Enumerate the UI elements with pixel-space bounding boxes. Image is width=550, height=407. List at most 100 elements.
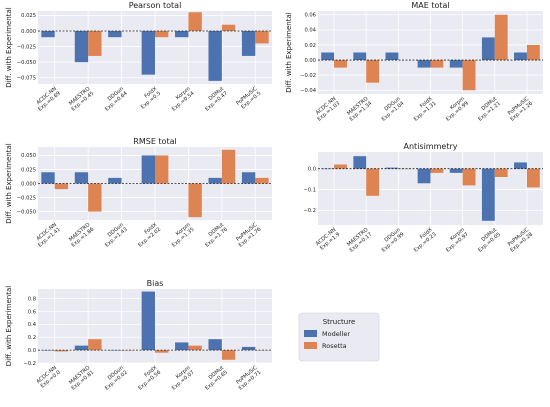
x-tick-label: FoldXExp.=0.5 bbox=[136, 86, 162, 111]
bar-modeller bbox=[481, 37, 495, 61]
bar-rosetta bbox=[88, 183, 102, 212]
x-tick-label: FoldXExp.=0.56 bbox=[134, 365, 163, 392]
x-tick-label: FoldXExp.=1.31 bbox=[409, 96, 438, 123]
bar-modeller bbox=[208, 30, 222, 81]
y-tick-label: 0.8 bbox=[28, 296, 36, 302]
bar-rosetta bbox=[366, 168, 380, 196]
legend-box bbox=[298, 312, 380, 362]
x-tick-label: DDMutExp.=1.76 bbox=[200, 222, 229, 249]
legend-label-rosetta: Rosetta bbox=[322, 342, 347, 350]
y-tick-label: 0.02 bbox=[304, 43, 316, 49]
bar-modeller bbox=[141, 155, 155, 184]
x-tick-label: DDMutExp.=1.21 bbox=[473, 96, 502, 123]
x-tick-label: MAESTROExp.=1.34 bbox=[345, 95, 374, 122]
x-tick-label: KorpmExp.=0.99 bbox=[441, 96, 470, 123]
x-tick-label: DDGunExp.=0.99 bbox=[377, 227, 406, 254]
bar-modeller bbox=[108, 177, 122, 184]
y-tick-label: 0.4 bbox=[28, 322, 37, 328]
x-tick-label: KorpmExp.=0.97 bbox=[441, 227, 470, 254]
bar-modeller bbox=[141, 291, 155, 351]
bar-rosetta bbox=[494, 14, 508, 61]
x-tick-label: KorpmExp.=0.54 bbox=[167, 85, 196, 112]
x-tick-label: ACDC-NNExp.=1.41 bbox=[33, 222, 62, 249]
y-tick-label: 0.025 bbox=[21, 13, 36, 19]
chart-title: Antisimmetry bbox=[404, 142, 458, 151]
bar-rosetta bbox=[188, 345, 202, 351]
bar-rosetta bbox=[88, 30, 102, 56]
bar-modeller bbox=[74, 172, 89, 184]
bar-modeller bbox=[449, 60, 463, 68]
y-axis-label: Diff. with Experimental bbox=[285, 12, 293, 92]
x-tick-label: PoPMuSiCExp.=1.76 bbox=[234, 222, 263, 249]
bar-modeller bbox=[241, 172, 256, 184]
y-tick-label: −0.050 bbox=[17, 209, 36, 215]
bar-rosetta bbox=[88, 339, 102, 351]
x-tick-label: DDGunExp.=0.64 bbox=[100, 85, 129, 112]
y-tick-label: 0.000 bbox=[21, 29, 36, 35]
x-tick-label: DDMutExp.=0.65 bbox=[200, 365, 229, 392]
y-tick-label: 0.000 bbox=[21, 181, 36, 187]
bar-modeller bbox=[514, 52, 527, 61]
bar-modeller bbox=[175, 342, 189, 351]
x-tick-label: MAESTROExp.=0.81 bbox=[67, 365, 96, 392]
chart-title: MAE total bbox=[411, 1, 449, 10]
x-tick-label: FoldXExp.=2.02 bbox=[134, 222, 163, 249]
bar-rosetta bbox=[221, 149, 236, 184]
bar-modeller bbox=[385, 52, 399, 61]
y-tick-label: −0.025 bbox=[17, 44, 36, 50]
chart-title: RMSE total bbox=[133, 137, 176, 146]
charts-container: −0.075 −0.050 −0.025 0.000 0.025 Pearson tota… bbox=[5, 1, 543, 392]
chart-title: Pearson total bbox=[129, 1, 182, 10]
y-tick-label: −0.1 bbox=[303, 187, 316, 193]
legend-swatch-rosetta bbox=[304, 342, 317, 349]
x-tick-label: DDGunExp.=0.02 bbox=[100, 365, 129, 392]
y-tick-label: −0.2 bbox=[23, 361, 36, 367]
x-tick-label: ACDC-NNExp.=0.69 bbox=[33, 86, 62, 113]
y-tick-label: −0.02 bbox=[300, 73, 316, 79]
bar-modeller bbox=[41, 30, 55, 38]
y-tick-label: 0.025 bbox=[21, 167, 36, 173]
x-tick-label: MAESTROExp.=0.17 bbox=[345, 227, 374, 254]
bar-modeller bbox=[417, 168, 431, 184]
x-tick-label: KorpmExp.=1.35 bbox=[167, 222, 196, 249]
bar-modeller bbox=[449, 168, 463, 173]
chart-panel: −0.04 −0.02 0.00 0.02 0.04 0.06 MAE total Diff.… bbox=[285, 1, 543, 123]
bar-modeller bbox=[417, 60, 431, 68]
y-tick-label: −0.04 bbox=[300, 88, 317, 94]
bar-modeller bbox=[208, 339, 222, 351]
x-tick-label: MAESTROExp.=0.45 bbox=[67, 86, 96, 113]
x-tick-label: MAESTROExp.=1.86 bbox=[67, 222, 96, 249]
bar-rosetta bbox=[221, 24, 236, 31]
y-tick-label: 0.0 bbox=[308, 166, 316, 172]
bar-rosetta bbox=[54, 350, 69, 352]
legend: Structure Modeller Rosetta bbox=[298, 312, 380, 362]
y-axis-label: Diff. with Experimental bbox=[5, 286, 13, 366]
bar-modeller bbox=[385, 167, 399, 169]
bar-rosetta bbox=[334, 60, 347, 68]
x-tick-label: PoPMuSiCExp.=0.28 bbox=[506, 227, 535, 254]
bar-modeller bbox=[481, 168, 495, 221]
bar-rosetta bbox=[155, 350, 169, 353]
y-tick-label: 0.6 bbox=[28, 309, 36, 315]
bar-modeller bbox=[74, 30, 89, 63]
chart-panel: −0.075 −0.050 −0.025 0.000 0.025 Pearson tota… bbox=[5, 1, 272, 113]
x-tick-label: DDMutExp.=0.47 bbox=[200, 86, 229, 113]
legend-label-modeller: Modeller bbox=[322, 330, 350, 338]
bar-modeller bbox=[353, 52, 367, 61]
bar-modeller bbox=[208, 177, 222, 184]
chart-panel: −0.2 0.0 0.2 0.4 0.6 0.8 Bias Diff. with Experi… bbox=[5, 279, 272, 392]
x-tick-label: PoPMuSiCExp.=0.5 bbox=[235, 86, 262, 112]
bar-rosetta bbox=[188, 12, 202, 31]
x-tick-label: PoPMuSiCExp.=1.26 bbox=[506, 96, 535, 123]
bar-modeller bbox=[175, 30, 189, 38]
x-tick-label: DDMutExp.=0.05 bbox=[473, 227, 502, 254]
chart-title: Bias bbox=[147, 279, 164, 288]
y-tick-label: −0.075 bbox=[17, 76, 36, 82]
bar-rosetta bbox=[526, 44, 540, 61]
bar-rosetta bbox=[255, 30, 269, 44]
legend-title: Structure bbox=[323, 318, 356, 326]
y-axis-label: Diff. with Experimental bbox=[5, 7, 13, 87]
y-tick-label: −0.025 bbox=[17, 195, 36, 201]
legend-swatch-modeller bbox=[304, 330, 317, 337]
bar-modeller bbox=[41, 172, 55, 184]
